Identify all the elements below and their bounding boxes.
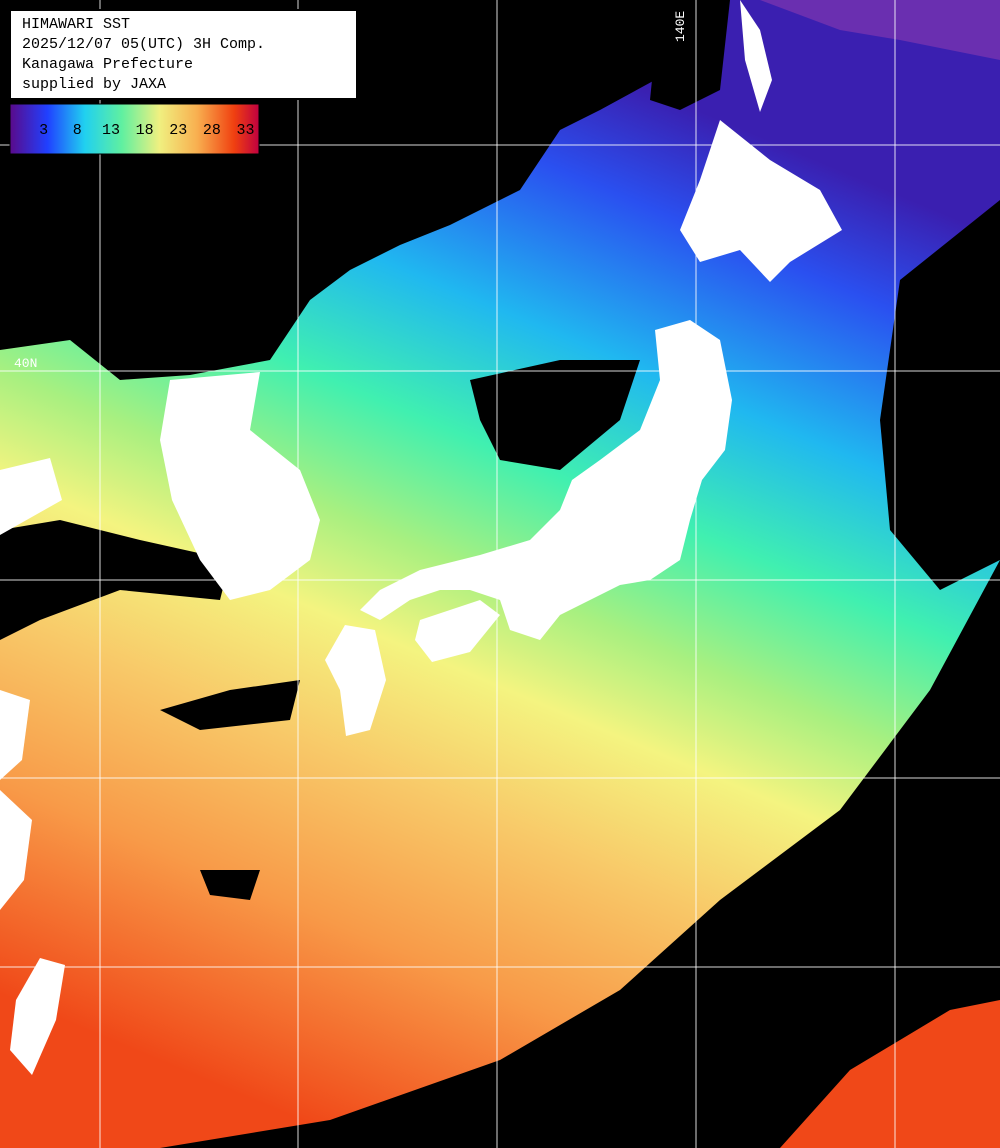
land	[0, 0, 842, 1075]
colorbar-tick-label: 28	[203, 122, 221, 139]
header-line: Kanagawa Prefecture	[22, 56, 193, 73]
colorbar-tick-label: 8	[73, 122, 82, 139]
colorbar-tick-label: 13	[102, 122, 120, 139]
colorbar-tick-label: 23	[169, 122, 187, 139]
info-box	[9, 9, 358, 100]
colorbar-tick-label: 3	[39, 122, 48, 139]
colorbar-tick-label: 18	[136, 122, 154, 139]
header-line: supplied by JAXA	[22, 76, 166, 93]
longitude-label: 140E	[673, 11, 688, 42]
colorbar	[9, 103, 260, 155]
colorbar-tick-label: 33	[237, 122, 255, 139]
header-line: 2025/12/07 05(UTC) 3H Comp.	[22, 36, 265, 53]
warm-patch	[780, 1000, 1000, 1148]
latitude-label: 40N	[14, 356, 37, 371]
header-line: HIMAWARI SST	[22, 16, 130, 33]
